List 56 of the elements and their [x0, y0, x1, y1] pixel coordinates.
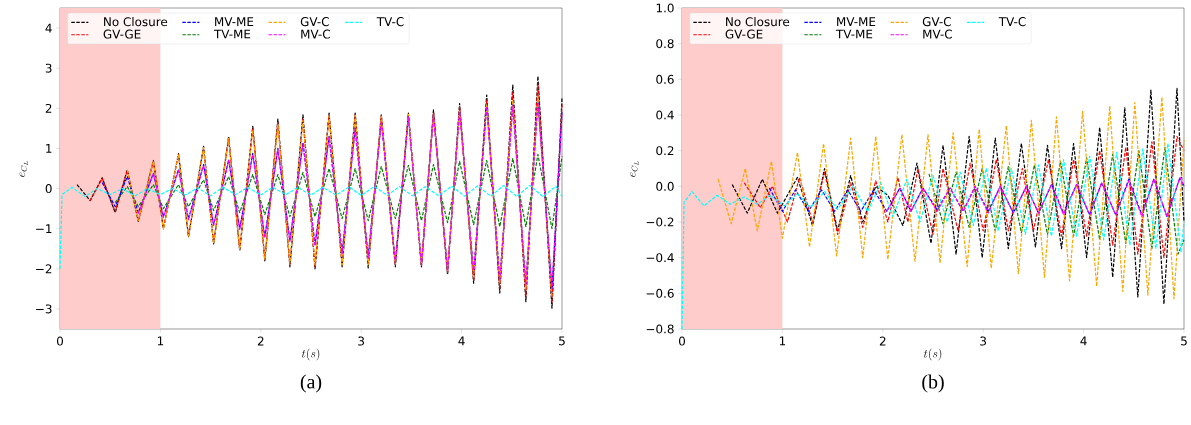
legend-label: No Closure — [104, 17, 168, 27]
x-tick-label: 4 — [1080, 336, 1087, 346]
line-series — [59, 184, 563, 270]
x-tick-label: 5 — [559, 336, 565, 346]
x-tick-label: 1 — [779, 336, 786, 346]
y-tick-label: 0.8 — [656, 39, 674, 49]
line-series — [768, 176, 1185, 218]
legend-label: MV-C — [301, 29, 330, 39]
legend-label: MV-C — [923, 29, 952, 39]
y-tick-label: −0.4 — [646, 253, 674, 263]
x-tick-label: 4 — [458, 336, 465, 346]
x-tick-label: 1 — [157, 336, 164, 346]
legend-label: TV-C — [376, 17, 404, 27]
legend-label: TV-C — [998, 17, 1026, 27]
x-tick-label: 2 — [257, 336, 264, 346]
line-series — [114, 153, 563, 230]
legend-label: GV-GE — [103, 29, 141, 39]
legend-label: MV-ME — [215, 17, 254, 26]
x-tick-label: 3 — [980, 336, 987, 346]
x-tick-label: 0 — [678, 336, 686, 346]
y-tick-label: −0.8 — [646, 324, 674, 334]
y-tick-label: −3 — [36, 304, 52, 314]
y-tick-label: 1 — [46, 144, 52, 153]
y-tick-label: 3 — [45, 63, 52, 73]
legend-label: MV-ME — [837, 17, 876, 26]
y-tick-label: 1.0 — [656, 3, 674, 13]
text: (a) — [300, 374, 322, 393]
line-series — [681, 142, 1185, 330]
x-tick-label: 5 — [1181, 336, 1187, 346]
line-series — [743, 135, 1185, 259]
x-tick-label: 0 — [56, 336, 64, 346]
text: (b) — [922, 374, 944, 393]
y-tick-label: 0.2 — [656, 146, 674, 156]
x-tick-label: 3 — [358, 336, 365, 346]
line-series — [886, 176, 1185, 218]
y-tick-label: 0 — [45, 184, 52, 194]
y-tick-label: 2 — [45, 103, 52, 113]
y-tick-label: 0.0 — [656, 181, 674, 191]
x-axis-title: $t(s)$ — [923, 348, 942, 361]
y-tick-label: 0.6 — [656, 74, 674, 84]
legend-label: No Closure — [726, 17, 790, 27]
y-axis-title: $e_{C_L}$ — [19, 161, 29, 177]
legend-label: GV-C — [922, 17, 951, 27]
x-axis-title: $t(s)$ — [301, 348, 320, 361]
legend-label: TV-ME — [835, 29, 873, 39]
y-tick-label: −1 — [36, 224, 52, 234]
y-tick-label: 0.4 — [656, 110, 674, 120]
legend-label: TV-ME — [213, 29, 251, 39]
legend-label: GV-GE — [725, 29, 763, 39]
x-tick-label: 2 — [879, 336, 886, 346]
legend-label: GV-C — [300, 17, 329, 27]
y-axis-title: $e_{C_L}$ — [630, 161, 639, 177]
y-tick-label: 4 — [45, 23, 52, 33]
y-tick-label: −0.2 — [646, 217, 674, 227]
y-tick-label: −0.6 — [646, 288, 674, 298]
y-tick-label: −2 — [36, 264, 52, 274]
